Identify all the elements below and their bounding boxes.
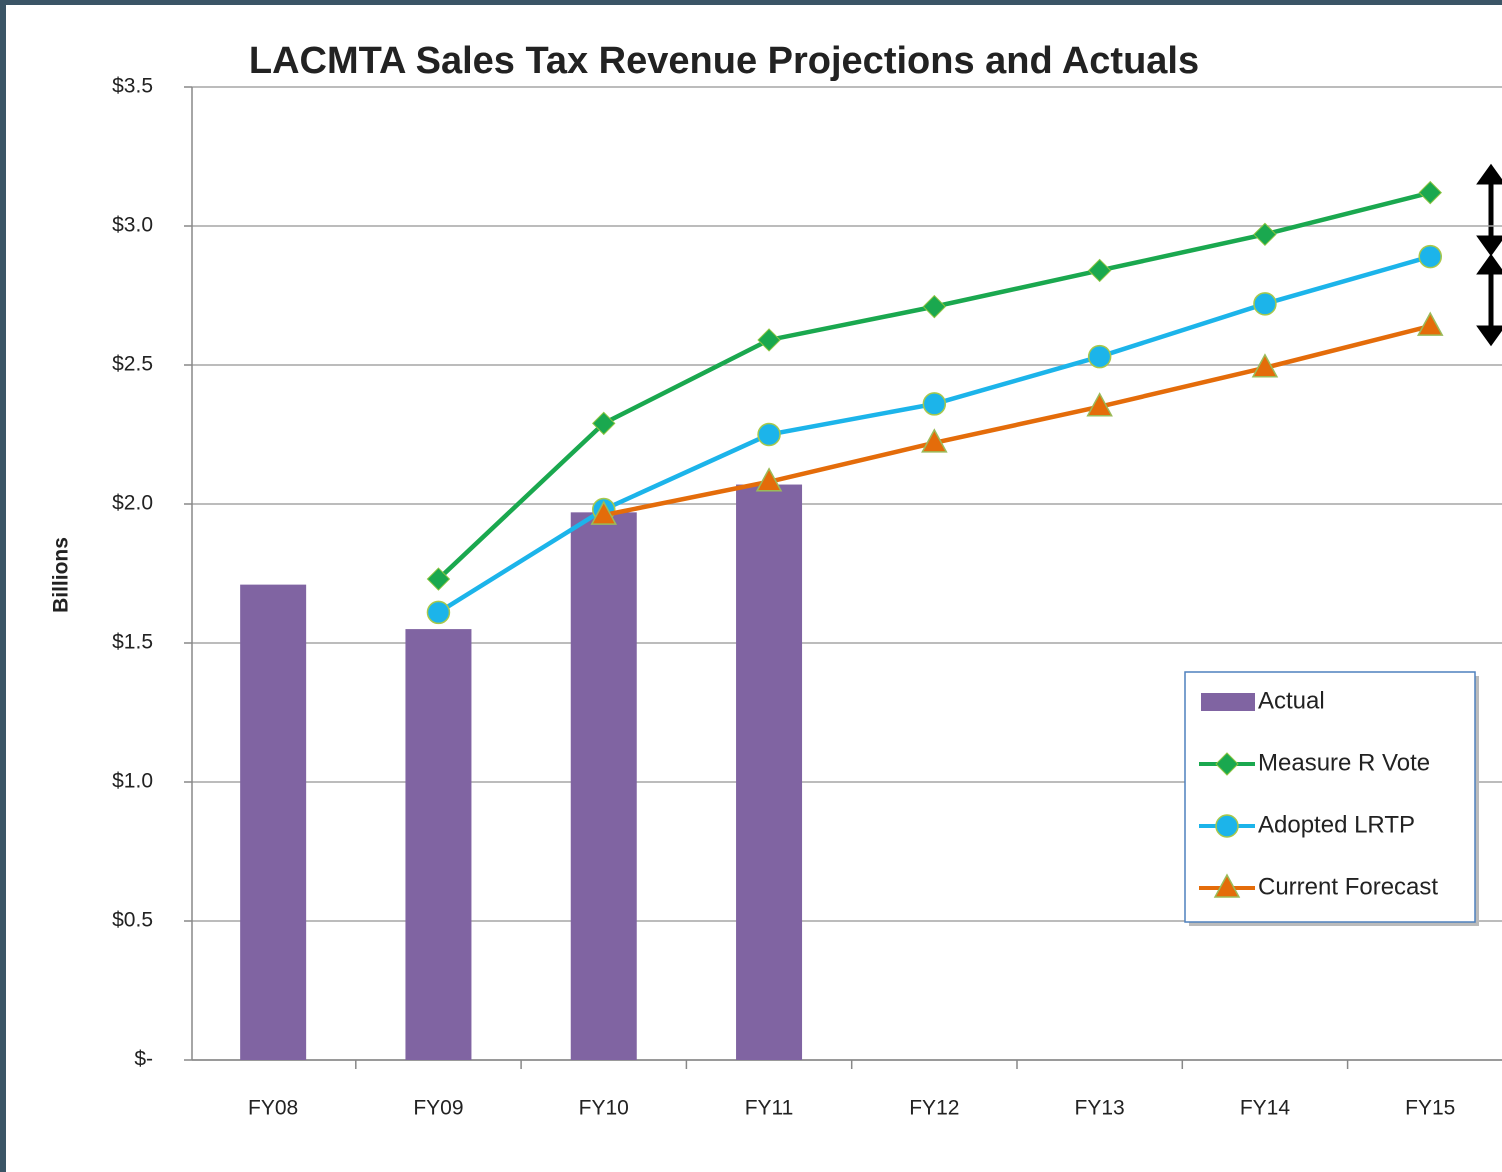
bar [736,484,803,1060]
range-arrows [1476,163,1502,347]
x-tick-label: FY15 [1405,1097,1455,1120]
x-tick-label: FY10 [579,1097,629,1120]
arrow-head [1476,163,1502,185]
x-tick-label: FY11 [745,1097,794,1120]
line-marker [1087,344,1112,369]
chart-title: LACMTA Sales Tax Revenue Projections and… [249,40,1199,82]
legend-swatch [1201,693,1255,711]
y-axis-label: Billions [50,537,73,613]
y-tick-label: $- [134,1048,153,1071]
bar [405,629,472,1060]
line-marker [426,600,451,625]
y-tick-label: $2.5 [112,353,153,376]
arrow-head [1476,325,1502,347]
line-marker [1087,258,1112,283]
line-marker [1251,353,1279,378]
legend-swatch-marker [1215,752,1239,776]
y-tick-label: $1.5 [112,631,153,654]
legend-swatch-marker [1215,814,1239,838]
y-tick-label: $2.0 [112,492,153,515]
line-marker [1416,311,1444,336]
y-tick-label: $1.0 [112,770,153,793]
arrow-head [1476,253,1502,275]
line-marker [757,328,781,352]
arrow-head [1476,235,1502,257]
chart: LACMTA Sales Tax Revenue Projections and… [50,40,1502,1120]
x-tick-label: FY08 [248,1097,298,1120]
bar [240,584,307,1060]
x-tick-label: FY09 [413,1097,463,1120]
line-marker [757,422,781,447]
line-marker [755,467,783,492]
line-marker [1086,392,1113,417]
line-marker [426,567,451,591]
y-tick-label: $3.5 [112,75,153,98]
line-marker [922,392,947,416]
x-tick-label: FY12 [909,1097,959,1120]
line-marker [1418,180,1442,205]
line-marker [1253,222,1277,247]
legend-label: Adopted LRTP [1258,811,1415,838]
line-marker [1418,244,1442,269]
legend-label: Measure R Vote [1258,749,1430,776]
x-tick-label: FY14 [1240,1097,1291,1120]
chart-frame: LACMTA Sales Tax Revenue Projections and… [6,5,1502,1172]
x-tick-label: FY13 [1075,1097,1125,1120]
line [603,323,1431,518]
line-marker [921,428,948,453]
legend-label: Actual [1258,687,1325,714]
legend-label: Current Forecast [1258,873,1438,900]
y-tick-label: $3.0 [112,214,153,237]
bar [570,512,637,1060]
line-marker [922,294,947,319]
line-marker [592,411,616,436]
line-marker [1253,292,1277,316]
legend-box [1184,671,1476,923]
y-tick-label: $0.5 [112,909,153,932]
line-marker [590,500,618,525]
legend-swatch-marker [1213,873,1241,898]
legend: Actual Measure R Vote Adopted LRTP Current … [1184,671,1479,926]
